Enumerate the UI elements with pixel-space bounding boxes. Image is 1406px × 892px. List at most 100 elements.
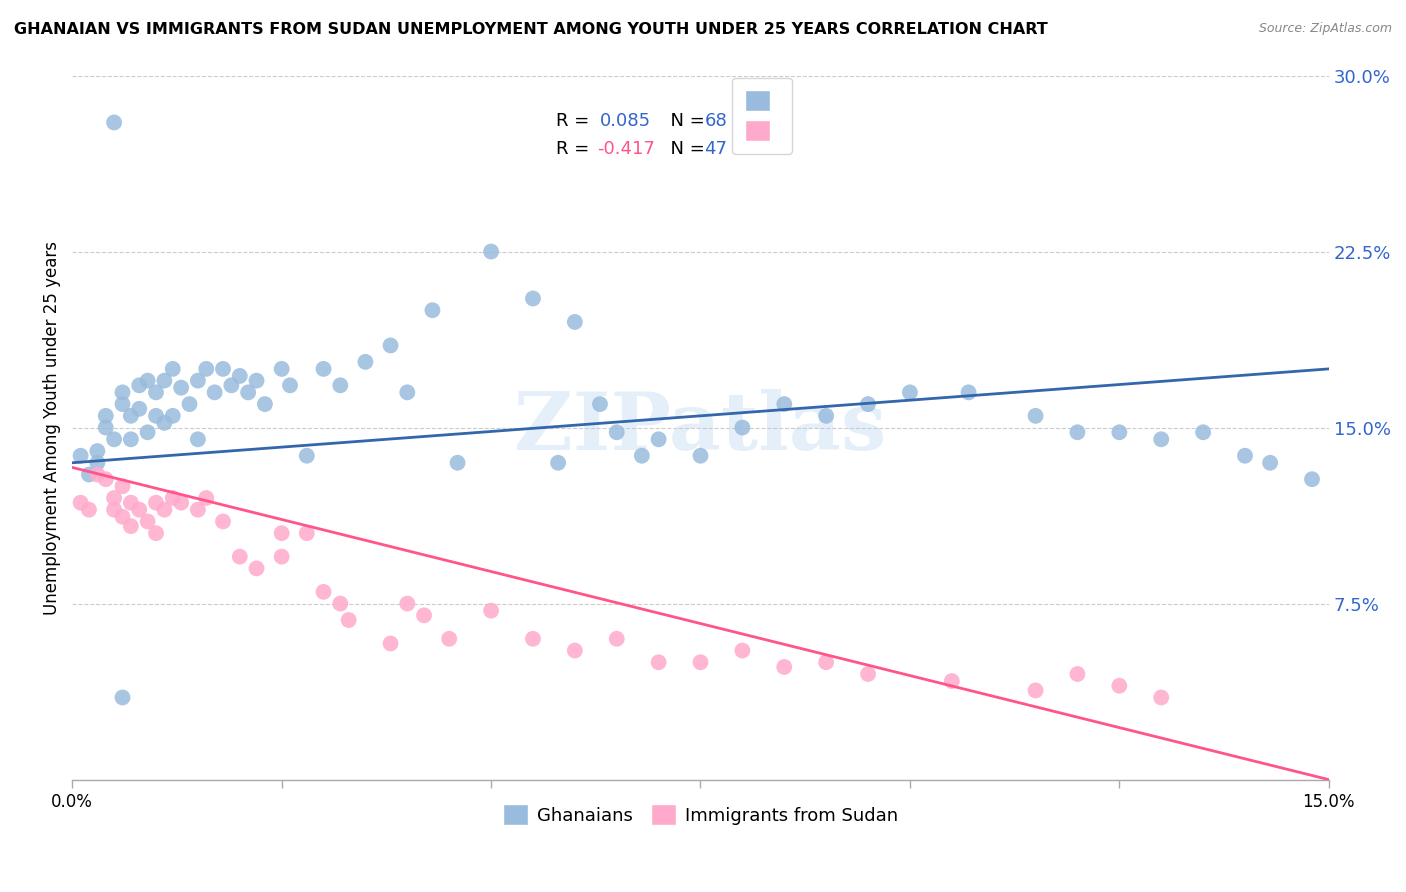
Point [69,449,91,463]
Point [1108,425,1130,440]
Point [270,549,292,564]
Point [187,502,209,516]
Point [103,432,125,446]
Point [270,362,292,376]
Point [86,456,108,470]
Point [179,397,201,411]
Point [94,420,117,434]
Point [77,467,100,482]
Point [103,502,125,516]
Point [1258,456,1281,470]
Point [94,409,117,423]
Point [120,519,142,533]
Point [337,613,360,627]
Point [204,385,226,400]
Point [187,374,209,388]
Point [195,362,218,376]
Point [162,409,184,423]
Point [94,472,117,486]
Point [422,303,444,318]
Point [221,378,243,392]
Point [245,374,267,388]
Point [86,444,108,458]
Point [1108,679,1130,693]
Point [77,502,100,516]
Point [153,416,176,430]
Point [69,496,91,510]
Point [396,385,419,400]
Point [153,502,176,516]
Point [111,397,134,411]
Point [153,374,176,388]
Text: R =: R = [555,140,595,159]
Point [212,362,235,376]
Point [689,655,711,669]
Text: 47: 47 [704,140,727,159]
Point [380,338,402,352]
Y-axis label: Unemployment Among Youth under 25 years: Unemployment Among Youth under 25 years [44,241,60,615]
Point [606,425,628,440]
Point [103,115,125,129]
Point [631,449,654,463]
Point [236,385,259,400]
Point [589,397,612,411]
Point [380,636,402,650]
Point [731,643,754,657]
Point [128,502,150,516]
Point [731,420,754,434]
Point [647,432,669,446]
Point [1025,409,1047,423]
Point [479,604,502,618]
Point [856,397,879,411]
Point [295,449,318,463]
Point [212,515,235,529]
Point [253,397,276,411]
Point [145,496,167,510]
Point [187,432,209,446]
Point [1192,425,1215,440]
Point [162,491,184,505]
Point [815,655,838,669]
Point [120,409,142,423]
Point [136,515,159,529]
Point [547,456,569,470]
Point [329,597,352,611]
Point [103,491,125,505]
Point [312,585,335,599]
Text: -0.417: -0.417 [598,140,655,159]
Point [145,385,167,400]
Point [86,467,108,482]
Point [957,385,980,400]
Point [120,496,142,510]
Legend: Ghanaians, Immigrants from Sudan: Ghanaians, Immigrants from Sudan [494,795,907,834]
Point [1233,449,1256,463]
Point [479,244,502,259]
Point [229,368,252,383]
Point [162,362,184,376]
Text: GHANAIAN VS IMMIGRANTS FROM SUDAN UNEMPLOYMENT AMONG YOUTH UNDER 25 YEARS CORREL: GHANAIAN VS IMMIGRANTS FROM SUDAN UNEMPL… [14,22,1047,37]
Point [564,643,586,657]
Point [396,597,419,611]
Point [437,632,460,646]
Point [941,673,963,688]
Point [145,409,167,423]
Point [145,526,167,541]
Point [1025,683,1047,698]
Point [522,292,544,306]
Point [1150,690,1173,705]
Point [295,526,318,541]
Point [128,401,150,416]
Point [856,667,879,681]
Text: Source: ZipAtlas.com: Source: ZipAtlas.com [1258,22,1392,36]
Point [111,385,134,400]
Point [1301,472,1323,486]
Text: N =: N = [659,112,710,130]
Point [354,355,377,369]
Point [120,432,142,446]
Point [898,385,921,400]
Text: N =: N = [659,140,710,159]
Point [689,449,711,463]
Point [312,362,335,376]
Point [128,378,150,392]
Point [270,526,292,541]
